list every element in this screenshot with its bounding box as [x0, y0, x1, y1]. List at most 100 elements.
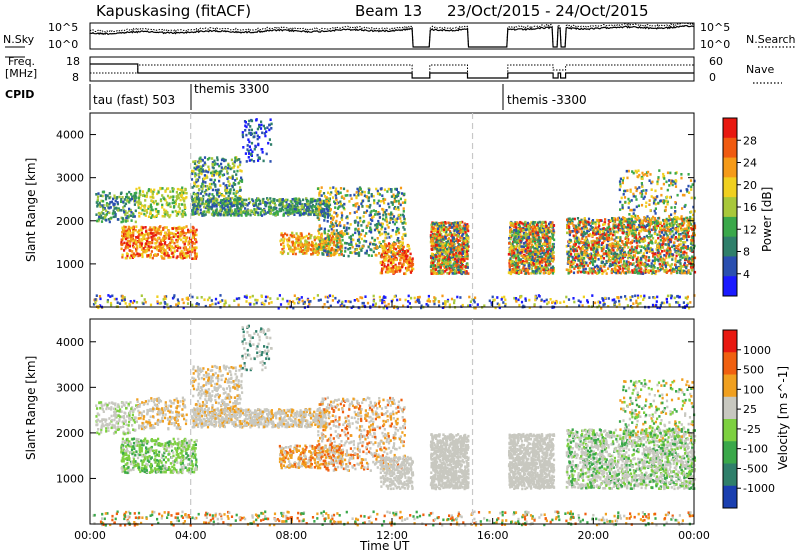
powerData-cell-1904: [309, 210, 312, 214]
powerData-cell-3805: [452, 262, 455, 266]
powerData-cell-2304: [323, 231, 326, 235]
powerData-cell-3790: [442, 248, 445, 252]
powerData-cell-883: [147, 207, 150, 210]
powerData-cell-1674: [224, 204, 227, 207]
powerData-cell-2521: [391, 229, 394, 232]
powerData-cell-750: [151, 214, 154, 217]
powerData-cell-3093: [455, 239, 458, 242]
powerData-cell-161: [104, 197, 108, 201]
powerData-cell-709: [137, 206, 140, 209]
powerData-cell-2556: [367, 199, 370, 203]
powerData-cell-1845: [281, 198, 284, 201]
powerData-cell-686: [161, 256, 164, 259]
powerData-cell-609: [175, 229, 178, 232]
powerData-cell-299: [187, 228, 190, 232]
powerData-cell-505: [145, 238, 148, 241]
powerData-cell-2925: [398, 262, 401, 265]
powerData-cell-1125: [235, 190, 238, 193]
powerData-cell-355: [142, 233, 145, 236]
powerData-cell-2785: [362, 199, 365, 203]
powerData-cell-4681: [527, 264, 530, 267]
powerData-cell-3034: [386, 271, 389, 274]
powerData-cell-463: [151, 238, 154, 242]
powerData-cell-4767: [531, 232, 534, 236]
powerData-cell-208: [139, 241, 142, 244]
powerData-cell-1886: [315, 212, 318, 216]
powerData-cell-1199: [231, 184, 234, 188]
powerData-cell-2186: [328, 247, 332, 251]
powerData-cell-2939: [388, 245, 391, 248]
powerData-cell-2362: [357, 224, 360, 227]
powerData-cell-3700: [435, 272, 438, 275]
powerData-cell-2462: [320, 194, 323, 197]
powerData-cell-575: [168, 237, 171, 240]
powerData-cell-1909: [221, 202, 224, 205]
powerData-cell-2712: [335, 187, 338, 191]
powerData-cell-1865: [208, 199, 212, 202]
powerData-cell-915: [201, 168, 204, 171]
powerData-cell-2123: [311, 244, 314, 248]
powerData-cell-1595: [297, 206, 300, 209]
powerData-cell-3019: [383, 265, 386, 268]
powerData-cell-1984: [307, 241, 311, 245]
powerData-cell-1056: [211, 157, 214, 160]
powerData-cell-1171: [196, 166, 199, 169]
powerData-cell-1907: [212, 210, 215, 214]
powerData-cell-2654: [397, 206, 400, 209]
powerData-cell-2798: [356, 239, 360, 242]
powerData-cell-155: [125, 216, 128, 220]
powerData-cell-1178: [229, 176, 232, 179]
powerData-cell-468: [154, 253, 157, 256]
powerData-cell-3745: [465, 233, 468, 237]
powerData-cell-520: [191, 236, 194, 240]
powerData-cell-1734: [323, 211, 326, 215]
powerData-cell-835: [145, 195, 148, 199]
powerData-cell-185: [165, 226, 168, 229]
powerData-cell-3713: [452, 253, 455, 256]
powerData-cell-2716: [360, 248, 363, 252]
powerData-cell-1514: [327, 206, 330, 209]
powerData-cell-4372: [520, 245, 523, 248]
powerData-cell-569: [182, 246, 185, 250]
powerData-cell-2133: [314, 249, 317, 253]
powerData-cell-4640: [548, 260, 551, 263]
powerData-cell-1272: [245, 198, 248, 202]
noise-right-tick-bottom: 10^0: [700, 38, 730, 51]
powerData-cell-1785: [301, 212, 305, 216]
powerData-cell-3698: [451, 272, 454, 275]
powerData-cell-1121: [196, 168, 199, 171]
powerData-cell-666: [124, 256, 127, 260]
powerData-cell-586: [151, 241, 154, 245]
powerData-cell-1186: [193, 162, 197, 165]
powerData-cell-756: [144, 194, 147, 198]
powerData-cell-2278: [371, 219, 374, 222]
powerData-cell-563: [164, 249, 167, 252]
powerData-cell-561: [177, 237, 180, 240]
powerData-cell-126: [135, 196, 138, 199]
powerData-cell-2587: [369, 203, 372, 207]
powerData-cell-521: [163, 234, 166, 238]
powerData-cell-1472: [265, 204, 268, 207]
powerData-cell-2447: [320, 232, 323, 236]
powerData-cell-285: [167, 256, 170, 259]
powerData-cell-3563: [438, 254, 441, 258]
powerData-cell-472: [180, 238, 183, 242]
powerData-cell-2858: [410, 259, 413, 263]
powerData-cell-2988: [408, 247, 411, 251]
powerData-cell-3764: [459, 251, 462, 255]
powerData-cell-4652: [527, 268, 530, 272]
powerData-cell-345: [195, 233, 198, 237]
powerData-cell-2604: [331, 232, 334, 235]
powerData-cell-2611: [330, 214, 333, 218]
powerData-cell-2698: [336, 243, 339, 246]
powerData-cell-1179: [210, 171, 213, 175]
powerData-cell-821: [141, 208, 144, 212]
powerData-cell-1920: [312, 244, 315, 247]
powerData-cell-482: [163, 239, 166, 242]
powerData-cell-2417: [365, 249, 368, 253]
powerData-cell-2450: [326, 253, 329, 256]
powerData-cell-612: [149, 241, 152, 245]
powerData-cell-503: [193, 229, 196, 233]
powerData-cell-2819: [384, 227, 387, 231]
powerData-cell-2235: [374, 210, 377, 213]
